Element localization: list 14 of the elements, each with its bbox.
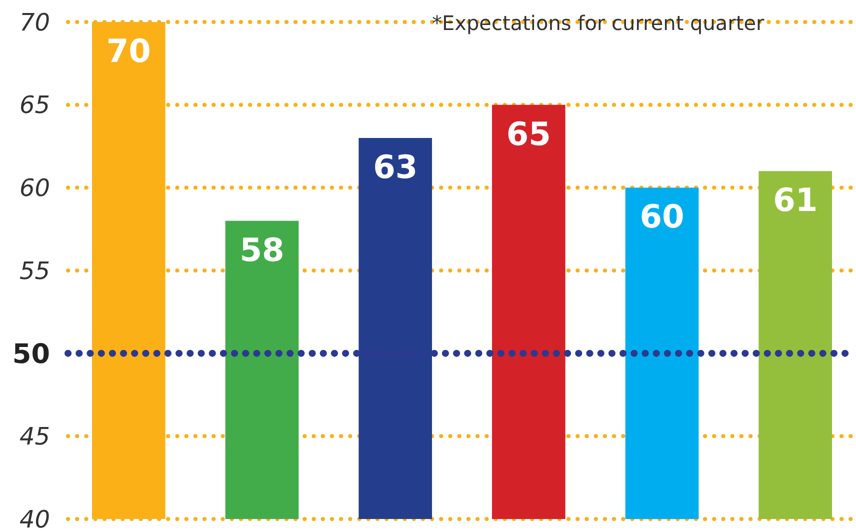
y-tick-label: 65 [19,91,50,120]
data-label: 60 [640,198,684,236]
y-tick-label: 60 [19,174,50,202]
y-tick-label: 40 [19,505,50,531]
data-label: 58 [240,230,284,269]
data-label: 65 [506,114,551,153]
annotation: *Expectations for current quarter [432,11,766,35]
data-label: 63 [373,148,418,186]
y-tick-label: 70 [19,8,50,36]
y-tick-label: 55 [19,256,50,285]
y-tick-label: 45 [19,422,50,451]
data-label: 61 [773,181,818,220]
data-label: 70 [106,32,151,70]
ref-line-label: 50 [12,338,50,370]
